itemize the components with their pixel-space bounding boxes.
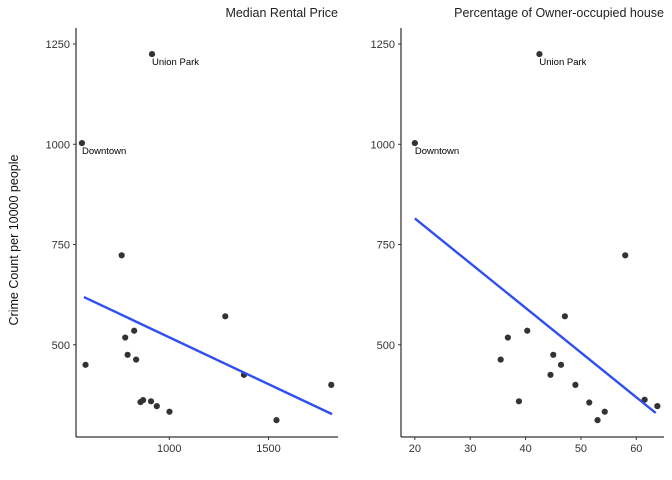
data-point	[78, 139, 86, 147]
y-tick-label: 750	[52, 240, 70, 252]
y-tick-label: 1250	[46, 39, 70, 51]
data-point	[497, 356, 504, 363]
trend-line	[414, 217, 657, 414]
y-tick-label: 1250	[371, 39, 395, 51]
data-point	[137, 399, 144, 406]
data-point	[622, 252, 629, 259]
point-annotation: Downtown	[415, 146, 459, 157]
data-point	[273, 417, 280, 424]
y-tick-label: 750	[377, 240, 395, 252]
data-point	[222, 313, 229, 320]
data-point	[133, 356, 140, 363]
data-point	[411, 139, 418, 147]
data-point	[586, 399, 593, 406]
data-point	[82, 361, 89, 368]
data-point	[153, 403, 160, 410]
data-point	[131, 327, 138, 334]
data-point	[504, 334, 511, 341]
y-axis-title: Crime Count per 10000 people	[7, 154, 21, 325]
panel-median-rental-price: Median Rental Price 500 750 1000 1250 1000 150…	[46, 6, 339, 455]
data-point	[122, 334, 129, 341]
point-annotation: Union Park	[539, 57, 586, 68]
x-tick-label: 40	[519, 443, 531, 455]
panel-title: Median Rental Price	[225, 6, 338, 20]
y-tick-label: 500	[52, 340, 70, 352]
data-point	[654, 403, 661, 410]
x-tick-label: 50	[575, 443, 587, 455]
data-point	[594, 417, 601, 424]
data-point	[124, 351, 131, 358]
panel-title: Percentage of Owner-occupied house	[454, 6, 664, 20]
data-point	[536, 50, 543, 58]
x-tick-label: 30	[464, 443, 476, 455]
trend-line	[83, 295, 333, 416]
data-point	[328, 381, 335, 388]
x-tick-label: 20	[409, 443, 421, 455]
y-tick-label: 1000	[371, 139, 395, 151]
data-point	[601, 408, 608, 415]
data-point	[118, 252, 125, 259]
x-tick-label: 1500	[256, 443, 280, 455]
panel-owner-occupied-percentage: Percentage of Owner-occupied house 500 750…	[371, 6, 665, 455]
point-annotation: Downtown	[82, 146, 126, 157]
data-point	[550, 351, 557, 358]
data-point	[561, 313, 568, 320]
data-point	[547, 371, 554, 378]
data-point	[148, 50, 156, 58]
x-tick-label: 1000	[157, 443, 181, 455]
data-point	[572, 381, 579, 388]
data-point	[147, 398, 155, 405]
data-point	[524, 327, 531, 334]
data-point	[515, 398, 523, 405]
y-tick-label: 500	[377, 340, 395, 352]
data-point	[557, 361, 565, 368]
data-point	[166, 408, 173, 415]
x-tick-label: 60	[630, 443, 642, 455]
point-annotation: Union Park	[152, 57, 199, 68]
y-tick-label: 1000	[46, 139, 70, 151]
